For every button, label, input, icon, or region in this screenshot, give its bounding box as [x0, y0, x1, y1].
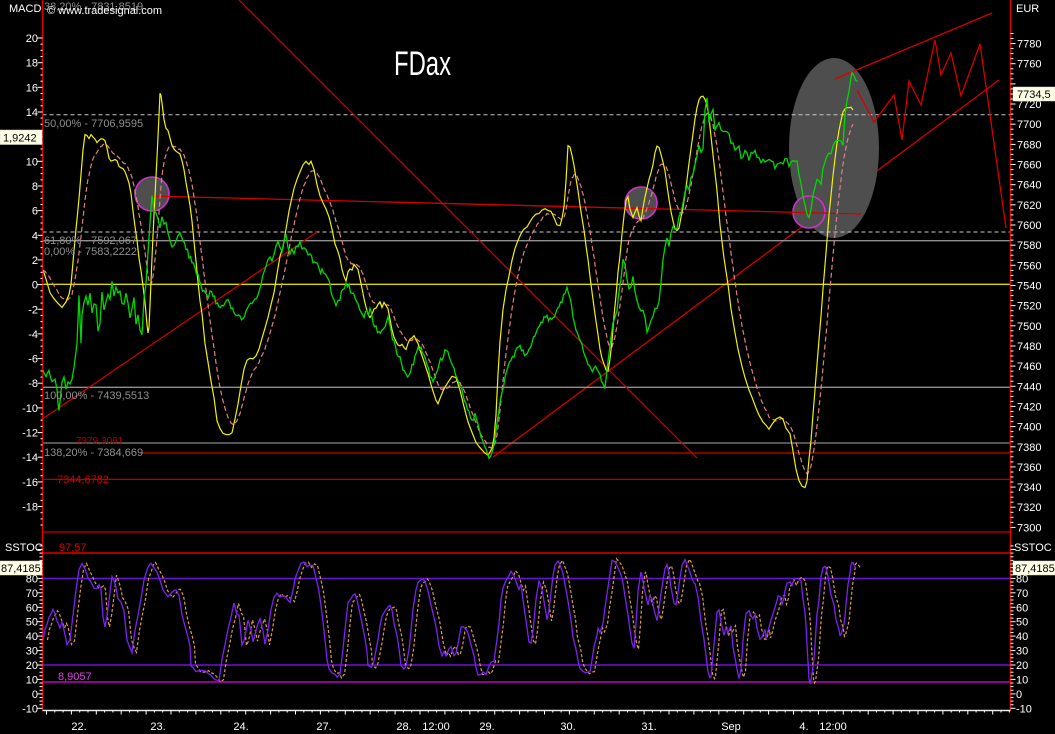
svg-text:87,4185: 87,4185 [1015, 563, 1055, 575]
svg-text:7360: 7360 [1017, 462, 1041, 474]
svg-text:© www.tradesignal.com: © www.tradesignal.com [47, 5, 162, 17]
svg-text:7500: 7500 [1017, 321, 1041, 333]
svg-text:2: 2 [32, 255, 38, 267]
svg-text:12:00: 12:00 [819, 721, 847, 733]
svg-text:EUR: EUR [1016, 3, 1039, 15]
svg-text:7344,6782: 7344,6782 [57, 474, 109, 486]
svg-text:23.: 23. [150, 721, 165, 733]
svg-text:8,9057: 8,9057 [58, 671, 92, 683]
svg-text:22.: 22. [71, 721, 86, 733]
svg-text:12:00: 12:00 [422, 721, 450, 733]
svg-text:-8: -8 [28, 378, 38, 390]
svg-text:138,20% - 7384,669: 138,20% - 7384,669 [44, 447, 143, 459]
svg-text:4.: 4. [799, 721, 808, 733]
svg-text:27.: 27. [316, 721, 331, 733]
svg-text:7420: 7420 [1017, 401, 1041, 413]
svg-text:-12: -12 [22, 428, 38, 440]
svg-text:60: 60 [1016, 602, 1028, 614]
svg-text:-18: -18 [22, 502, 38, 514]
svg-text:28.: 28. [396, 721, 411, 733]
svg-text:7520: 7520 [1017, 301, 1041, 313]
svg-text:31.: 31. [641, 721, 656, 733]
svg-text:-6: -6 [28, 354, 38, 366]
svg-text:0: 0 [32, 280, 38, 292]
svg-text:SSTOC: SSTOC [5, 542, 43, 554]
svg-text:1,9242: 1,9242 [3, 133, 37, 145]
svg-text:7580: 7580 [1017, 240, 1041, 252]
svg-text:0,00% - 7583,2222: 0,00% - 7583,2222 [44, 246, 137, 258]
svg-text:7700: 7700 [1017, 119, 1041, 131]
svg-text:7320: 7320 [1017, 502, 1041, 514]
svg-text:7340: 7340 [1017, 482, 1041, 494]
svg-text:7440: 7440 [1017, 381, 1041, 393]
svg-text:7400: 7400 [1017, 422, 1041, 434]
svg-text:40: 40 [1016, 631, 1028, 643]
svg-text:-10: -10 [22, 403, 38, 415]
svg-text:29.: 29. [479, 721, 494, 733]
svg-text:7600: 7600 [1017, 220, 1041, 232]
svg-text:97,57: 97,57 [59, 542, 87, 554]
svg-text:7300: 7300 [1017, 522, 1041, 534]
svg-text:10: 10 [26, 156, 38, 168]
svg-text:FDax: FDax [394, 45, 451, 83]
svg-text:10: 10 [1016, 674, 1028, 686]
svg-text:6: 6 [32, 206, 38, 218]
svg-text:60: 60 [26, 602, 38, 614]
svg-text:30: 30 [1016, 646, 1028, 658]
svg-text:-16: -16 [22, 477, 38, 489]
svg-text:10: 10 [26, 674, 38, 686]
svg-text:40: 40 [26, 631, 38, 643]
svg-text:20: 20 [1016, 660, 1028, 672]
svg-text:-4: -4 [28, 329, 38, 341]
svg-text:SSTOC: SSTOC [1014, 542, 1052, 554]
svg-text:7640: 7640 [1017, 180, 1041, 192]
svg-text:-14: -14 [22, 452, 38, 464]
svg-text:30: 30 [26, 646, 38, 658]
svg-text:0: 0 [32, 689, 38, 701]
svg-text:0: 0 [1016, 689, 1022, 701]
svg-text:7734,5: 7734,5 [1017, 89, 1051, 101]
svg-text:24.: 24. [233, 721, 248, 733]
svg-text:38,20% - 7831,8519: 38,20% - 7831,8519 [44, 1, 143, 13]
svg-text:7660: 7660 [1017, 160, 1041, 172]
svg-text:7540: 7540 [1017, 280, 1041, 292]
svg-text:7380: 7380 [1017, 442, 1041, 454]
svg-text:30.: 30. [560, 721, 575, 733]
svg-text:7760: 7760 [1017, 59, 1041, 71]
svg-text:20: 20 [26, 660, 38, 672]
svg-text:87,4185: 87,4185 [1, 563, 41, 575]
svg-text:70: 70 [1016, 588, 1028, 600]
svg-text:20: 20 [26, 33, 38, 45]
svg-text:7379,3061: 7379,3061 [76, 436, 124, 447]
svg-text:80: 80 [26, 573, 38, 585]
svg-text:7480: 7480 [1017, 341, 1041, 353]
svg-text:-2: -2 [28, 304, 38, 316]
svg-text:MACD: MACD [9, 3, 41, 15]
svg-text:8: 8 [32, 181, 38, 193]
svg-text:Sep: Sep [721, 721, 741, 733]
svg-text:7560: 7560 [1017, 260, 1041, 272]
svg-text:7780: 7780 [1017, 39, 1041, 51]
svg-text:7460: 7460 [1017, 361, 1041, 373]
svg-text:16: 16 [26, 82, 38, 94]
svg-text:-10: -10 [22, 703, 38, 715]
svg-text:61,80% - 7592,067: 61,80% - 7592,067 [44, 235, 137, 247]
svg-text:14: 14 [26, 107, 38, 119]
svg-text:70: 70 [26, 588, 38, 600]
svg-text:50: 50 [1016, 617, 1028, 629]
svg-text:7620: 7620 [1017, 200, 1041, 212]
svg-text:50: 50 [26, 617, 38, 629]
svg-text:4: 4 [32, 230, 38, 242]
svg-text:50,00% - 7706,9595: 50,00% - 7706,9595 [44, 118, 143, 130]
svg-text:7680: 7680 [1017, 139, 1041, 151]
svg-text:100,00% - 7439,5513: 100,00% - 7439,5513 [44, 390, 149, 402]
svg-text:80: 80 [1016, 573, 1028, 585]
svg-text:-10: -10 [1016, 703, 1032, 715]
svg-text:18: 18 [26, 58, 38, 70]
svg-text:7720: 7720 [1017, 99, 1041, 111]
